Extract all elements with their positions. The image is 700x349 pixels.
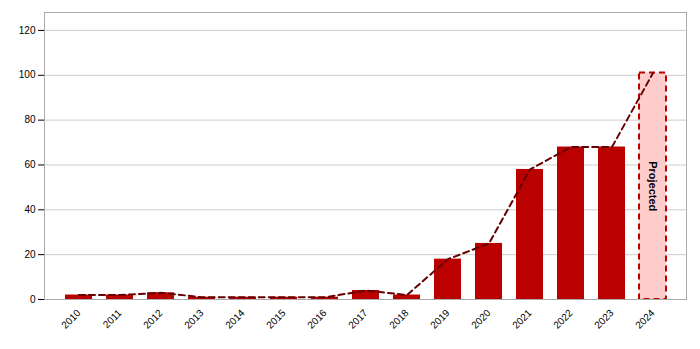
svg-text:60: 60 <box>24 159 36 170</box>
svg-text:2019: 2019 <box>428 307 452 331</box>
svg-text:2012: 2012 <box>141 307 165 331</box>
svg-text:2011: 2011 <box>101 307 124 330</box>
svg-text:2022: 2022 <box>551 307 575 331</box>
svg-text:2017: 2017 <box>346 307 370 331</box>
svg-text:100: 100 <box>19 69 36 80</box>
svg-text:2020: 2020 <box>469 307 493 331</box>
svg-text:Projected: Projected <box>647 161 659 211</box>
svg-text:2023: 2023 <box>592 307 616 331</box>
svg-text:80: 80 <box>24 114 36 125</box>
svg-text:2018: 2018 <box>387 307 411 331</box>
svg-text:2010: 2010 <box>59 307 83 331</box>
svg-text:0: 0 <box>30 294 36 305</box>
svg-text:20: 20 <box>24 249 36 260</box>
svg-text:2016: 2016 <box>305 307 329 331</box>
svg-text:2013: 2013 <box>182 307 206 331</box>
svg-text:40: 40 <box>24 204 36 215</box>
svg-text:2015: 2015 <box>264 307 288 331</box>
svg-text:2014: 2014 <box>223 307 247 331</box>
svg-text:2024: 2024 <box>633 307 657 331</box>
svg-text:2021: 2021 <box>510 307 534 331</box>
svg-text:120: 120 <box>19 25 36 36</box>
